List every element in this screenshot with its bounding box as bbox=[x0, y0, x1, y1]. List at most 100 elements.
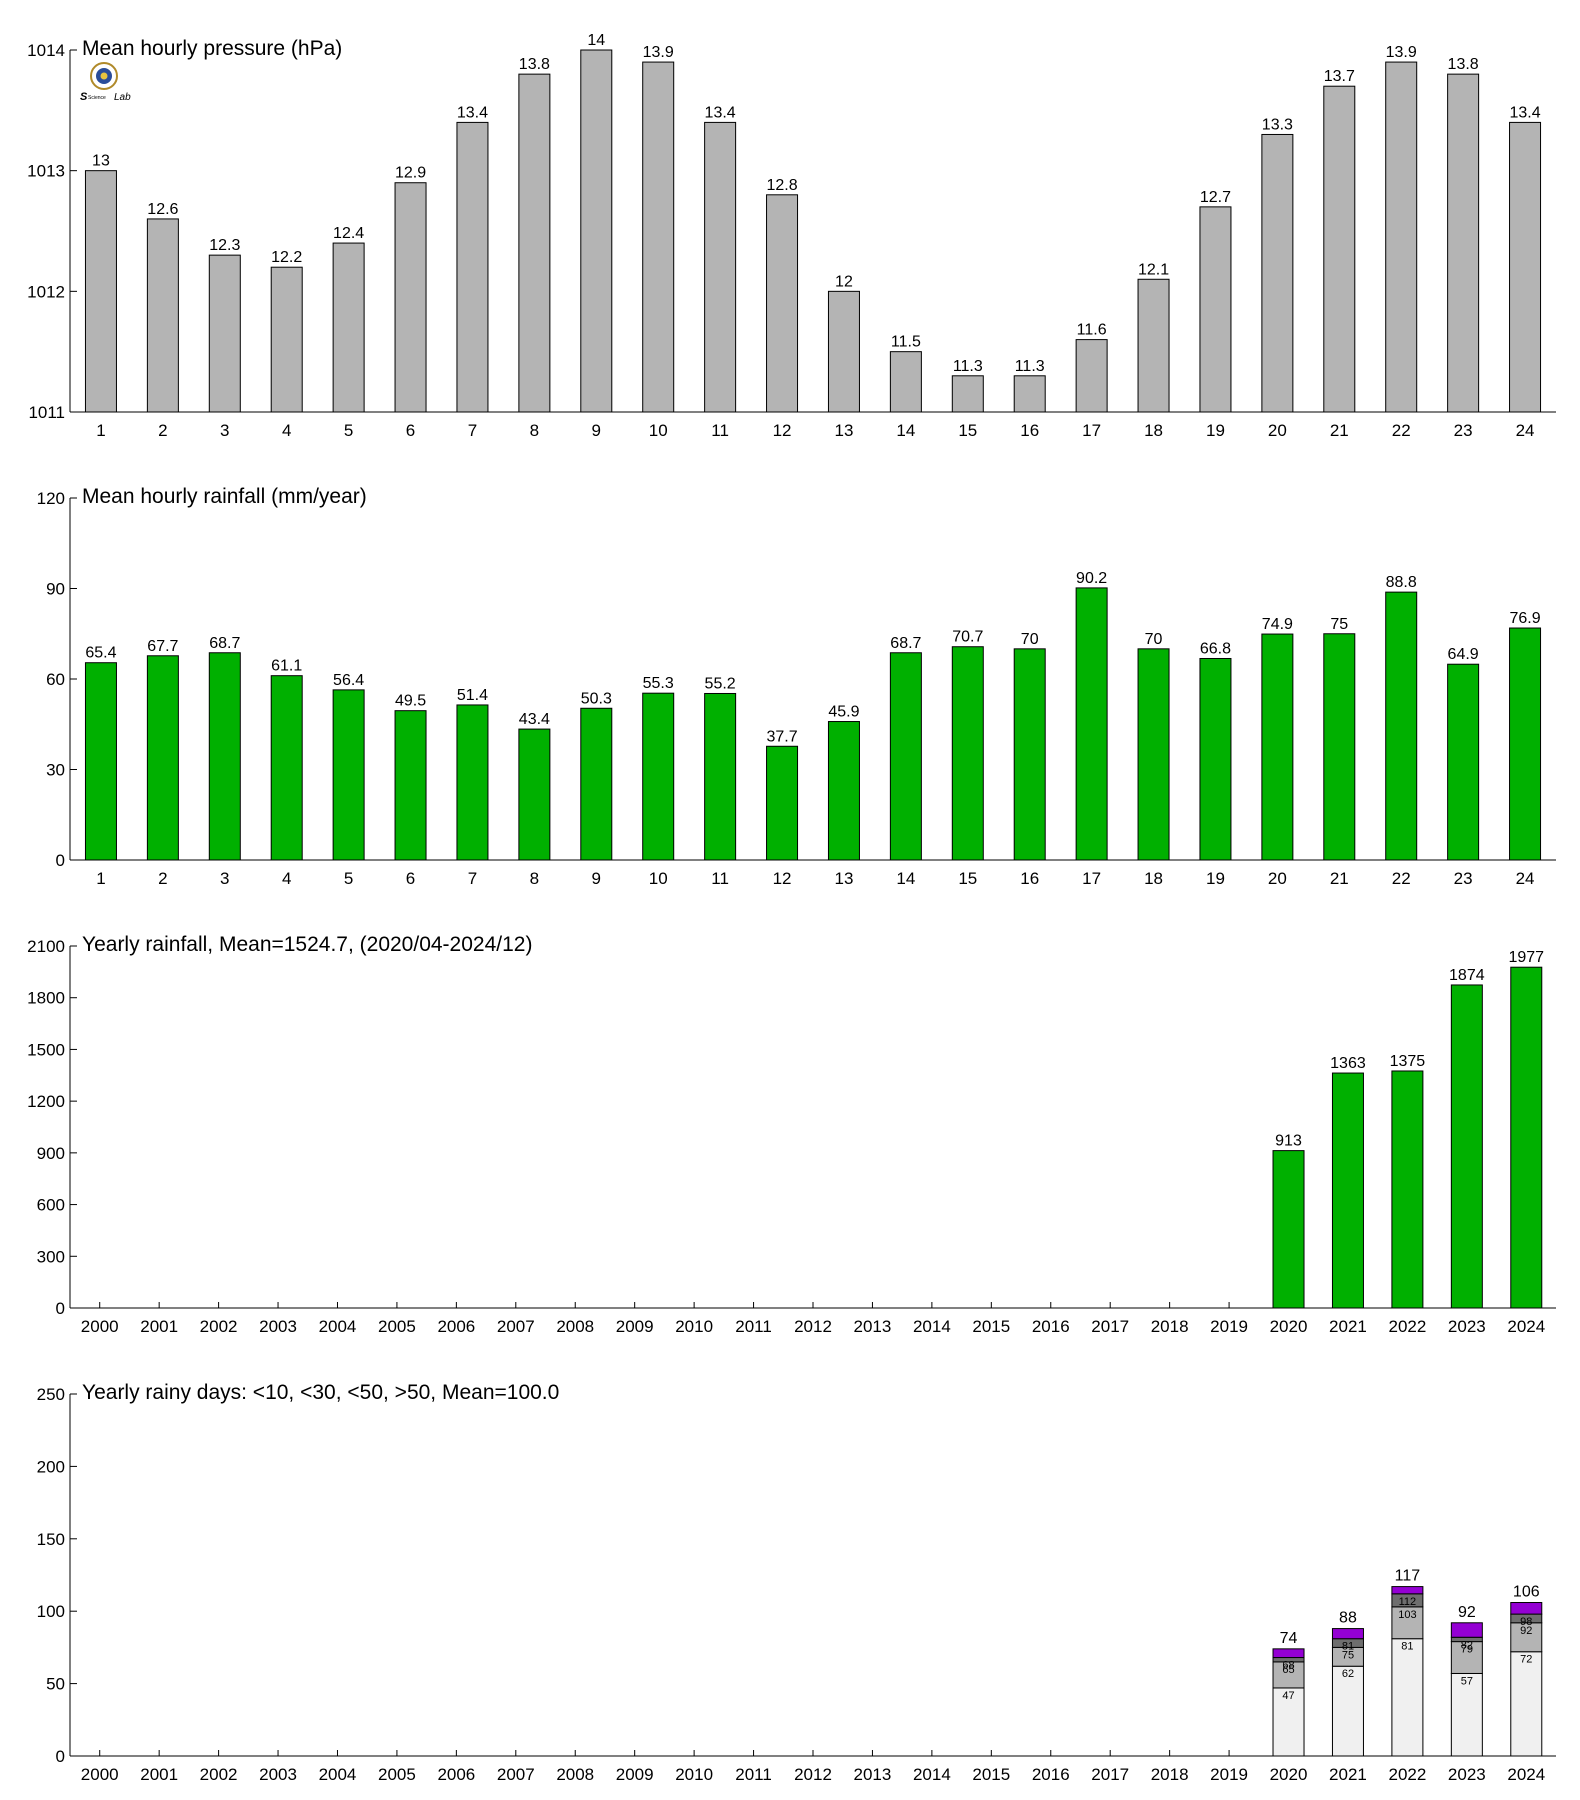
x-tick-label: 2022 bbox=[1388, 1317, 1426, 1336]
total-label: 88 bbox=[1339, 1610, 1357, 1627]
data-label: 12.9 bbox=[395, 165, 426, 182]
total-label: 117 bbox=[1395, 1568, 1421, 1585]
y-tick-label: 0 bbox=[56, 1747, 65, 1766]
bar-segment bbox=[1391, 1606, 1424, 1640]
bar bbox=[1075, 587, 1108, 861]
x-tick-label: 13 bbox=[834, 869, 853, 888]
x-tick-label: 2019 bbox=[1210, 1765, 1248, 1784]
segment-label: 81 bbox=[1342, 1641, 1354, 1653]
bar bbox=[1447, 73, 1480, 413]
x-tick-label: 2002 bbox=[200, 1765, 238, 1784]
x-tick-label: 2014 bbox=[913, 1317, 951, 1336]
data-label: 55.3 bbox=[643, 675, 674, 692]
x-tick-label: 2004 bbox=[319, 1317, 357, 1336]
bar bbox=[394, 182, 427, 413]
x-tick-label: 2021 bbox=[1329, 1765, 1367, 1784]
y-tick-label: 1011 bbox=[28, 403, 65, 422]
data-label: 88.8 bbox=[1386, 574, 1417, 591]
bar bbox=[1261, 633, 1294, 861]
bar-segment bbox=[1450, 1672, 1483, 1757]
data-label: 11.3 bbox=[1015, 358, 1045, 375]
x-tick-label: 2001 bbox=[140, 1317, 178, 1336]
y-tick-label: 1500 bbox=[27, 1040, 65, 1059]
x-tick-label: 2015 bbox=[972, 1317, 1010, 1336]
bar bbox=[1391, 1070, 1424, 1309]
segment-label: 47 bbox=[1282, 1690, 1294, 1702]
x-tick-label: 16 bbox=[1020, 421, 1039, 440]
bar bbox=[1013, 375, 1046, 413]
seal-icon: S Science Lab bbox=[80, 62, 131, 103]
x-tick-label: 2004 bbox=[319, 1765, 357, 1784]
bar-segment bbox=[1510, 1622, 1543, 1653]
bar-segment bbox=[1510, 1651, 1543, 1757]
x-tick-label: 2020 bbox=[1270, 1317, 1308, 1336]
x-tick-label: 2 bbox=[158, 869, 167, 888]
y-tick-label: 0 bbox=[56, 1299, 65, 1318]
bar bbox=[1323, 85, 1356, 413]
y-tick-label: 600 bbox=[37, 1196, 65, 1215]
data-label: 13.4 bbox=[1509, 104, 1540, 121]
x-tick-label: 2015 bbox=[972, 1765, 1010, 1784]
data-label: 70.7 bbox=[952, 629, 983, 646]
data-label: 70 bbox=[1021, 631, 1039, 648]
segment-label: 81 bbox=[1401, 1641, 1413, 1653]
data-label: 12.6 bbox=[147, 201, 178, 218]
bar bbox=[456, 121, 489, 413]
x-tick-label: 6 bbox=[406, 421, 415, 440]
data-label: 12.7 bbox=[1200, 189, 1231, 206]
y-tick-label: 1013 bbox=[27, 162, 65, 181]
x-tick-label: 2007 bbox=[497, 1765, 535, 1784]
data-label: 913 bbox=[1275, 1133, 1302, 1150]
x-tick-label: 2009 bbox=[616, 1317, 654, 1336]
bar bbox=[642, 61, 675, 413]
y-tick-label: 200 bbox=[37, 1457, 65, 1476]
x-tick-label: 10 bbox=[649, 421, 668, 440]
chart-panel-4: 0 50 100 150 200 250 2000 2001 2002 2003 2004 2005 2… bbox=[37, 1381, 1556, 1784]
bar bbox=[1075, 339, 1108, 413]
bar bbox=[1447, 663, 1480, 861]
segment-label: 98 bbox=[1520, 1616, 1532, 1628]
bar bbox=[146, 655, 179, 861]
data-label: 1375 bbox=[1390, 1053, 1426, 1070]
bar bbox=[889, 652, 922, 861]
x-tick-label: 2020 bbox=[1270, 1765, 1308, 1784]
data-label: 66.8 bbox=[1200, 640, 1231, 657]
bar bbox=[580, 707, 613, 861]
x-tick-label: 23 bbox=[1454, 869, 1473, 888]
x-tick-label: 12 bbox=[773, 421, 792, 440]
x-tick-label: 18 bbox=[1144, 869, 1163, 888]
x-tick-label: 2003 bbox=[259, 1317, 297, 1336]
x-tick-label: 2005 bbox=[378, 1765, 416, 1784]
bar bbox=[394, 710, 427, 861]
bar bbox=[1509, 627, 1542, 861]
x-tick-label: 7 bbox=[468, 869, 477, 888]
segment-label: 75 bbox=[1342, 1649, 1354, 1661]
segment-label: 82 bbox=[1461, 1639, 1473, 1651]
x-tick-label: 20 bbox=[1268, 869, 1287, 888]
bar-segment bbox=[1272, 1687, 1305, 1757]
x-tick-label: 5 bbox=[344, 421, 353, 440]
bar bbox=[84, 170, 117, 413]
x-tick-label: 23 bbox=[1454, 421, 1473, 440]
x-tick-label: 2008 bbox=[556, 1317, 594, 1336]
data-label: 50.3 bbox=[581, 690, 612, 707]
bar bbox=[1331, 1072, 1364, 1309]
chart-panel-3: 0 300 600 900 1200 1500 1800 2100 2000 2001 2002 20… bbox=[27, 933, 1556, 1336]
x-tick-label: 2018 bbox=[1151, 1765, 1189, 1784]
data-label: 13.9 bbox=[643, 44, 674, 61]
bar bbox=[518, 728, 551, 861]
x-tick-label: 24 bbox=[1516, 869, 1535, 888]
x-tick-label: 2000 bbox=[81, 1765, 119, 1784]
svg-text:Science: Science bbox=[88, 95, 106, 101]
bar bbox=[827, 290, 860, 413]
data-label: 74.9 bbox=[1262, 616, 1293, 633]
bar bbox=[1385, 591, 1418, 861]
data-label: 12.4 bbox=[333, 225, 364, 242]
svg-text:S: S bbox=[80, 91, 88, 103]
y-tick-label: 30 bbox=[46, 761, 65, 780]
data-label: 64.9 bbox=[1448, 646, 1479, 663]
data-label: 70 bbox=[1145, 631, 1163, 648]
x-tick-label: 22 bbox=[1392, 421, 1411, 440]
bar bbox=[1510, 966, 1543, 1309]
data-label: 68.7 bbox=[209, 635, 240, 652]
